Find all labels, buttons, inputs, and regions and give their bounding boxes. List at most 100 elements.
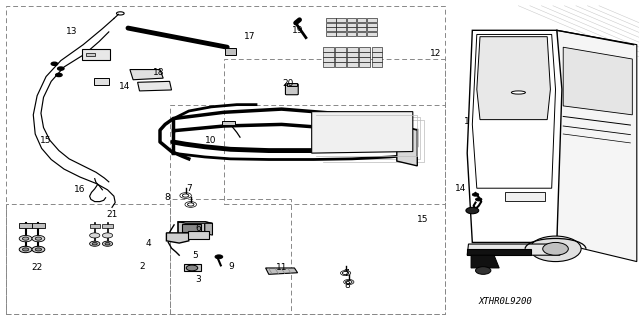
Circle shape: [182, 194, 189, 197]
Polygon shape: [557, 30, 637, 262]
Text: 8: 8: [345, 281, 350, 290]
FancyBboxPatch shape: [225, 48, 236, 55]
Circle shape: [32, 235, 45, 242]
FancyBboxPatch shape: [367, 18, 377, 23]
FancyBboxPatch shape: [326, 23, 336, 27]
FancyBboxPatch shape: [90, 224, 100, 228]
Text: XTHR0L9200: XTHR0L9200: [479, 297, 532, 306]
Text: 2: 2: [140, 262, 145, 271]
FancyBboxPatch shape: [82, 49, 110, 60]
FancyBboxPatch shape: [337, 32, 346, 36]
Text: 21: 21: [106, 210, 118, 219]
FancyBboxPatch shape: [357, 18, 367, 23]
Circle shape: [51, 62, 58, 65]
Circle shape: [476, 198, 482, 201]
Polygon shape: [471, 255, 499, 268]
Circle shape: [188, 203, 194, 206]
Circle shape: [92, 242, 97, 245]
FancyBboxPatch shape: [371, 52, 383, 57]
Circle shape: [32, 246, 45, 253]
FancyBboxPatch shape: [287, 83, 297, 86]
Text: 16: 16: [74, 185, 86, 194]
FancyBboxPatch shape: [323, 63, 334, 67]
FancyBboxPatch shape: [360, 52, 371, 57]
Text: 3: 3: [196, 275, 201, 284]
FancyBboxPatch shape: [222, 121, 235, 125]
FancyBboxPatch shape: [86, 53, 95, 56]
Circle shape: [19, 246, 32, 253]
Circle shape: [35, 237, 42, 240]
Circle shape: [58, 67, 64, 70]
Polygon shape: [467, 244, 560, 255]
FancyBboxPatch shape: [348, 52, 358, 57]
FancyBboxPatch shape: [367, 27, 377, 31]
FancyBboxPatch shape: [348, 63, 358, 67]
Text: 11: 11: [276, 263, 287, 272]
Polygon shape: [205, 222, 212, 235]
Text: 8: 8: [165, 193, 170, 202]
FancyBboxPatch shape: [337, 18, 346, 23]
Circle shape: [90, 241, 100, 246]
Circle shape: [35, 248, 42, 251]
FancyBboxPatch shape: [19, 223, 32, 228]
FancyBboxPatch shape: [94, 78, 109, 85]
Text: 22: 22: [31, 263, 43, 272]
Polygon shape: [467, 30, 562, 242]
Text: 15: 15: [40, 136, 52, 145]
Circle shape: [186, 265, 198, 271]
Ellipse shape: [511, 91, 525, 94]
FancyBboxPatch shape: [360, 63, 371, 67]
FancyBboxPatch shape: [188, 231, 209, 239]
Text: 14: 14: [455, 184, 467, 193]
Circle shape: [472, 193, 479, 196]
Polygon shape: [467, 249, 531, 255]
Text: 9: 9: [229, 262, 234, 271]
Circle shape: [215, 255, 223, 259]
FancyBboxPatch shape: [285, 84, 298, 95]
Circle shape: [102, 241, 113, 246]
FancyBboxPatch shape: [337, 23, 346, 27]
Polygon shape: [166, 233, 189, 243]
FancyBboxPatch shape: [335, 63, 346, 67]
FancyBboxPatch shape: [371, 57, 383, 62]
Circle shape: [543, 242, 568, 255]
FancyBboxPatch shape: [360, 57, 371, 62]
Polygon shape: [312, 112, 413, 153]
Circle shape: [22, 237, 29, 240]
Circle shape: [19, 235, 32, 242]
FancyBboxPatch shape: [335, 47, 346, 52]
Text: 12: 12: [429, 49, 441, 58]
Polygon shape: [178, 222, 212, 223]
FancyBboxPatch shape: [360, 47, 371, 52]
FancyBboxPatch shape: [367, 23, 377, 27]
Polygon shape: [182, 224, 201, 232]
Text: 1: 1: [465, 117, 470, 126]
FancyBboxPatch shape: [357, 32, 367, 36]
Polygon shape: [397, 125, 417, 166]
FancyBboxPatch shape: [505, 192, 545, 201]
Text: 5: 5: [193, 251, 198, 260]
Circle shape: [22, 248, 29, 251]
FancyBboxPatch shape: [347, 23, 356, 27]
FancyBboxPatch shape: [335, 57, 346, 62]
Circle shape: [342, 271, 349, 275]
FancyBboxPatch shape: [337, 27, 346, 31]
FancyBboxPatch shape: [348, 47, 358, 52]
FancyBboxPatch shape: [357, 23, 367, 27]
Text: 14: 14: [119, 82, 131, 91]
FancyBboxPatch shape: [347, 27, 356, 31]
Text: 18: 18: [153, 68, 164, 77]
FancyBboxPatch shape: [348, 57, 358, 62]
FancyBboxPatch shape: [335, 52, 346, 57]
FancyBboxPatch shape: [371, 47, 383, 52]
Circle shape: [476, 267, 491, 274]
Polygon shape: [477, 37, 550, 120]
Text: 15: 15: [417, 215, 428, 224]
Polygon shape: [138, 81, 172, 91]
Text: 13: 13: [66, 27, 77, 36]
Text: 7: 7: [186, 184, 191, 193]
FancyBboxPatch shape: [326, 27, 336, 31]
FancyBboxPatch shape: [323, 47, 334, 52]
FancyBboxPatch shape: [102, 224, 113, 228]
Text: 19: 19: [292, 26, 303, 35]
